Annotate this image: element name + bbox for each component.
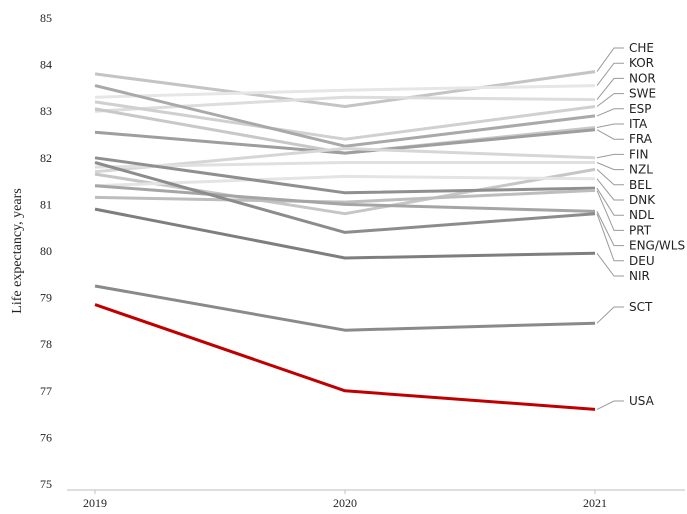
series-label-che: CHE	[629, 41, 654, 55]
leader-line-dnk	[596, 178, 624, 201]
y-tick-label: 75	[40, 477, 52, 491]
series-line-prt	[94, 188, 596, 204]
leader-line-nzl	[596, 162, 624, 171]
leader-line-prt	[596, 190, 624, 231]
series-line-ndl	[94, 156, 596, 195]
leader-line-deu	[596, 213, 624, 262]
series-label-deu: DEU	[629, 254, 655, 268]
leader-line-sct	[596, 306, 624, 324]
series-label-nir: NIR	[629, 269, 650, 283]
series-line-deu	[94, 161, 596, 234]
series-line-eng-wls	[94, 184, 596, 213]
leader-line-esp	[596, 108, 624, 117]
series-line-fin	[94, 147, 596, 174]
series-label-fra: FRA	[629, 132, 653, 146]
series-line-esp	[94, 84, 596, 148]
y-tick-label: 85	[40, 11, 52, 25]
leader-line-eng-wls	[596, 211, 624, 247]
x-tick-label: 2021	[583, 496, 607, 510]
y-tick-label: 78	[40, 337, 52, 351]
series-label-ita: ITA	[629, 117, 648, 131]
label-leader-lines	[596, 47, 624, 410]
y-tick-label: 80	[40, 244, 52, 258]
series-label-nzl: NZL	[629, 163, 653, 177]
series-line-nzl	[94, 161, 595, 169]
series-line-fra	[94, 128, 596, 155]
series-label-eng-wls: ENG/WLS	[629, 239, 685, 253]
y-axis-ticks: 75 76 77 78 79 80 81 82 83 84 85	[40, 11, 52, 491]
series-line-nir	[94, 207, 596, 260]
y-tick-label: 83	[40, 104, 52, 118]
series-label-fin: FIN	[629, 147, 648, 161]
series-line-dnk	[94, 174, 596, 188]
series-label-esp: ESP	[629, 102, 651, 116]
x-tick-label: 2020	[333, 496, 357, 510]
leader-line-bel	[596, 169, 624, 186]
series-label-swe: SWE	[629, 87, 656, 101]
leader-line-ita	[596, 123, 624, 128]
series-lines	[94, 70, 596, 411]
series-label-dnk: DNK	[629, 193, 656, 207]
leader-line-ndl	[596, 187, 624, 216]
leader-line-swe	[596, 93, 624, 107]
leader-line-nor	[596, 77, 624, 100]
series-label-ndl: NDL	[629, 208, 654, 222]
series-label-bel: BEL	[629, 178, 652, 192]
y-axis-title: Life expectancy, years	[10, 188, 25, 313]
y-tick-label: 82	[40, 151, 52, 165]
leader-line-usa	[596, 400, 624, 410]
leader-line-nir	[596, 253, 624, 277]
x-axis-ticks: 2019 2020 2021	[83, 490, 607, 510]
series-label-prt: PRT	[629, 223, 652, 237]
y-tick-label: 77	[40, 384, 52, 398]
series-label-usa: USA	[629, 394, 655, 408]
y-tick-label: 76	[40, 430, 52, 444]
series-label-sct: SCT	[629, 300, 653, 314]
leader-line-fra	[596, 129, 624, 140]
leader-line-kor	[596, 62, 624, 86]
series-line-usa	[94, 303, 596, 411]
y-tick-label: 79	[40, 291, 52, 305]
leader-line-che	[596, 47, 624, 72]
series-line-swe	[94, 100, 596, 141]
series-line-che	[94, 70, 596, 108]
y-tick-label: 81	[40, 197, 52, 211]
series-line-sct	[94, 284, 596, 332]
leader-line-fin	[596, 153, 624, 159]
x-tick-label: 2019	[83, 496, 107, 510]
series-line-kor	[94, 84, 596, 99]
series-label-kor: KOR	[629, 56, 654, 70]
y-tick-label: 84	[40, 58, 52, 72]
series-label-nor: NOR	[629, 71, 656, 85]
